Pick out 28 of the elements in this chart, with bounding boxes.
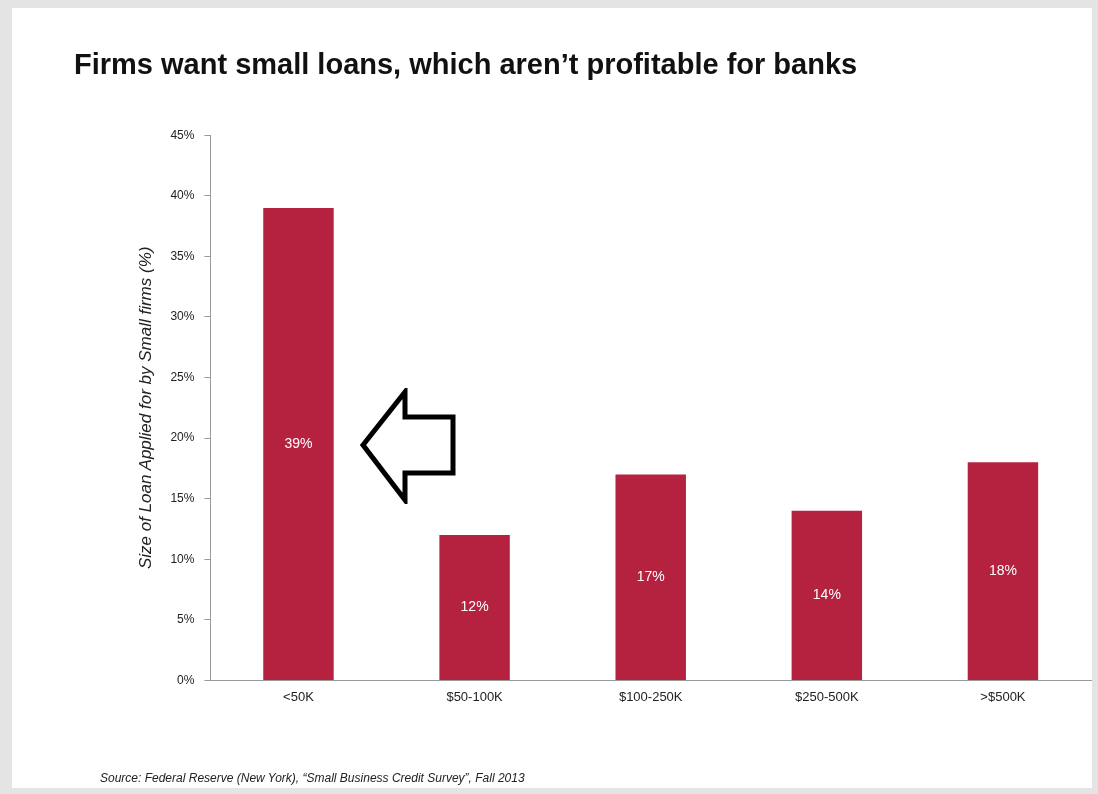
x-tick-label: $250-500K — [795, 688, 859, 704]
bar — [439, 535, 510, 680]
y-tick-label: 25% — [170, 369, 195, 384]
source-note: Source: Federal Reserve (New York), “Small Business Credit Survey”, Fall 2013 — [100, 771, 525, 785]
x-tick-label: $50-100K — [446, 688, 504, 704]
y-tick-label: 15% — [170, 490, 195, 505]
y-tick-label: 40% — [170, 188, 195, 203]
bar — [791, 510, 863, 680]
data-label: 18% — [988, 561, 1017, 578]
y-tick-label: 45% — [170, 127, 195, 142]
x-tick-label: >$500K — [980, 688, 1026, 704]
y-tick-label: 5% — [177, 612, 195, 627]
data-label: 14% — [812, 586, 841, 603]
bar — [615, 474, 686, 680]
bar — [263, 207, 334, 680]
x-tick-label: <50K — [283, 688, 315, 704]
data-label: 12% — [460, 598, 489, 615]
y-tick-label: 10% — [170, 551, 195, 566]
y-tick-label: 0% — [177, 672, 195, 687]
y-axis-title: Size of Loan Applied for by Small firms (%) — [135, 246, 155, 570]
data-label: 17% — [636, 568, 665, 585]
x-tick-label: $100-250K — [618, 688, 683, 704]
data-label: 39% — [284, 434, 313, 451]
chart-title: Firms want small loans, which aren’t profitable for banks — [74, 48, 858, 81]
y-tick-label: 20% — [170, 430, 195, 445]
bar — [967, 462, 1039, 680]
y-tick-label: 30% — [170, 309, 195, 324]
y-tick-label: 35% — [170, 248, 195, 263]
